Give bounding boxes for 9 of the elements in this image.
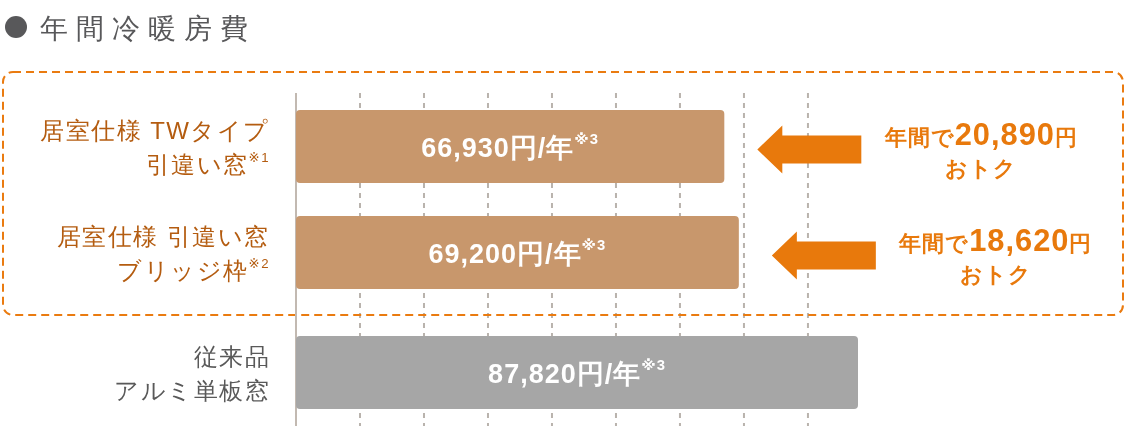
y-tick-label: 居室仕様 引違い窓ブリッジ枠$^{※2}$ — [56, 222, 270, 284]
text: 年間で20,890円おトク — [884, 116, 1078, 181]
chart-title: 年間冷暖房費 — [40, 13, 256, 44]
data-label: 66,930円/年$^{※3}$ — [421, 131, 600, 163]
y-tick-label: 従来品アルミ単板窓 — [114, 342, 270, 404]
data-label: 69,200円/年$^{※3}$ — [428, 237, 607, 269]
y-tick-label: 居室仕様 TWタイプ引違い窓$^{※1}$ — [40, 116, 270, 178]
text: 年間で18,620円おトク — [899, 222, 1093, 287]
data-label: 87,820円/年$^{※3}$ — [488, 357, 666, 389]
